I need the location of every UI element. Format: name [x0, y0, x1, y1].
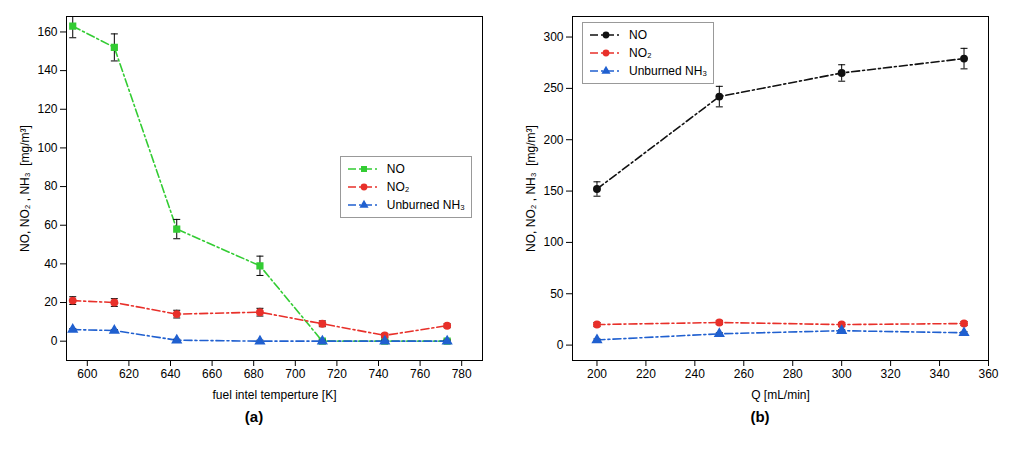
- svg-text:700: 700: [285, 367, 305, 381]
- html-text:NO₂: NO₂: [629, 46, 652, 60]
- svg-text:NO, NO₂ , NH₃ [mg/m³]: NO, NO₂ , NH₃ [mg/m³]: [524, 125, 538, 252]
- svg-text:200: 200: [543, 133, 563, 147]
- svg-text:50: 50: [550, 287, 564, 301]
- svg-text:150: 150: [543, 184, 563, 198]
- svg-text:600: 600: [77, 367, 97, 381]
- svg-text:20: 20: [44, 295, 58, 309]
- html-text:NO: NO: [629, 28, 647, 42]
- svg-text:40: 40: [44, 257, 58, 271]
- html-text:(a): (a): [244, 408, 264, 425]
- svg-text:760: 760: [410, 367, 430, 381]
- svg-text:60: 60: [44, 218, 58, 232]
- svg-text:340: 340: [930, 367, 950, 381]
- svg-text:240: 240: [685, 367, 705, 381]
- svg-text:620: 620: [119, 367, 139, 381]
- svg-text:160: 160: [37, 25, 57, 39]
- svg-text:NO, NO₂ , NH₃ [mg/m³]: NO, NO₂ , NH₃ [mg/m³]: [18, 125, 32, 252]
- svg-text:300: 300: [543, 30, 563, 44]
- svg-text:140: 140: [37, 63, 57, 77]
- html-text:NO₂: NO₂: [386, 180, 410, 194]
- svg-text:0: 0: [557, 338, 564, 352]
- svg-text:740: 740: [368, 367, 388, 381]
- svg-text:320: 320: [881, 367, 901, 381]
- svg-text:80: 80: [44, 179, 58, 193]
- svg-text:780: 780: [452, 367, 472, 381]
- svg-text:360: 360: [978, 367, 998, 381]
- html-text:Unburned NH₃: Unburned NH₃: [386, 198, 465, 212]
- svg-text:0: 0: [51, 334, 58, 348]
- svg-text:640: 640: [160, 367, 180, 381]
- html-text:NO: NO: [386, 162, 405, 176]
- svg-text:Q [mL/min]: Q [mL/min]: [751, 388, 810, 402]
- svg-text:300: 300: [832, 367, 852, 381]
- svg-text:250: 250: [543, 81, 563, 95]
- html-text:Unburned NH₃: Unburned NH₃: [629, 64, 708, 78]
- svg-text:100: 100: [37, 141, 57, 155]
- svg-text:260: 260: [734, 367, 754, 381]
- html-text:(b): (b): [750, 408, 770, 425]
- svg-text:100: 100: [543, 235, 563, 249]
- svg-text:200: 200: [587, 367, 607, 381]
- svg-text:fuel intel temperture [K]: fuel intel temperture [K]: [212, 388, 336, 402]
- svg-text:220: 220: [636, 367, 656, 381]
- svg-text:660: 660: [202, 367, 222, 381]
- svg-text:720: 720: [327, 367, 347, 381]
- svg-text:280: 280: [783, 367, 803, 381]
- svg-text:680: 680: [244, 367, 264, 381]
- svg-text:120: 120: [37, 102, 57, 116]
